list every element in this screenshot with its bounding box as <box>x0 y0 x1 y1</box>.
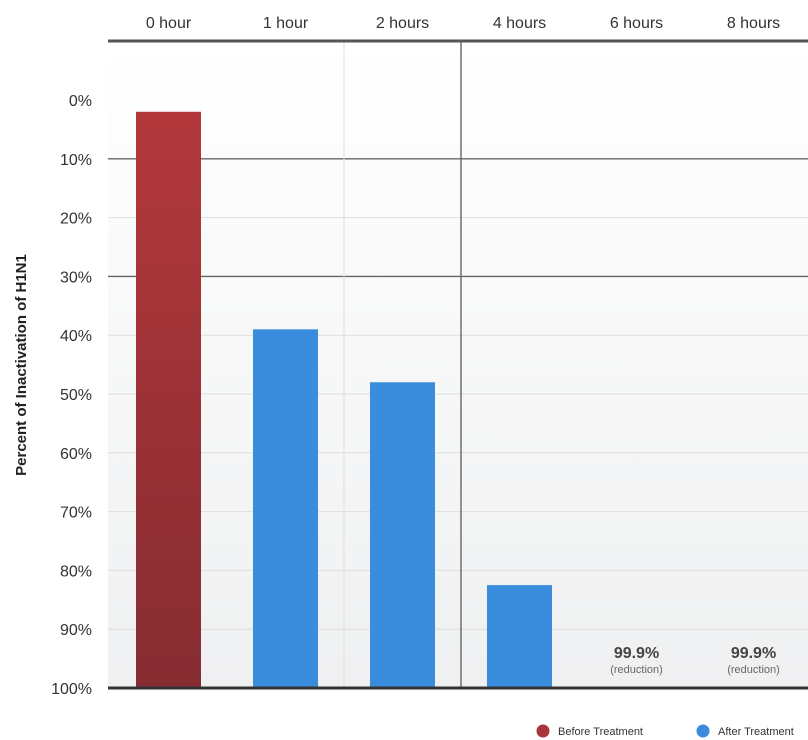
y-tick-label: 70% <box>60 505 92 522</box>
bar-value-note: (reduction) <box>727 664 780 676</box>
legend: Before Treatment After Treatment <box>536 724 794 738</box>
label-layer: 0% 10% 20% 30% 40% 50% 60% 70% 80% 90% 100% 0 hour 1… <box>51 15 780 698</box>
plot-background <box>108 42 808 688</box>
bar-layer <box>136 111 552 688</box>
y-tick-label: 40% <box>60 328 92 345</box>
bar <box>370 382 435 688</box>
y-tick-label: 80% <box>60 563 92 580</box>
y-tick-label: 0% <box>69 93 92 110</box>
bar-value-label: 99.9% <box>731 645 776 662</box>
x-tick-label: 6 hours <box>610 15 663 32</box>
x-tick-label: 8 hours <box>727 15 780 32</box>
y-tick-label: 90% <box>60 622 92 639</box>
legend-label: After Treatment <box>718 726 794 738</box>
axis-layer <box>108 39 808 690</box>
bar-value-note: (reduction) <box>610 664 663 676</box>
y-tick-label: 20% <box>60 211 92 228</box>
legend-swatch <box>536 724 550 738</box>
y-axis-title: Percent of Inactivation of H1N1 <box>13 254 30 476</box>
y-tick-label: 100% <box>51 681 92 698</box>
bar <box>253 329 318 688</box>
y-tick-label: 10% <box>60 152 92 169</box>
x-tick-label: 0 hour <box>146 15 192 32</box>
x-tick-label: 2 hours <box>376 15 429 32</box>
x-tick-label: 4 hours <box>493 15 546 32</box>
bar <box>136 111 201 688</box>
legend-label: Before Treatment <box>558 726 643 738</box>
bar-value-label: 99.9% <box>614 645 659 662</box>
bar <box>487 585 552 688</box>
y-tick-label: 50% <box>60 387 92 404</box>
y-tick-label: 60% <box>60 446 92 463</box>
x-tick-label: 1 hour <box>263 15 309 32</box>
y-tick-label: 30% <box>60 269 92 286</box>
legend-swatch <box>696 724 710 738</box>
grid-layer <box>108 42 808 688</box>
